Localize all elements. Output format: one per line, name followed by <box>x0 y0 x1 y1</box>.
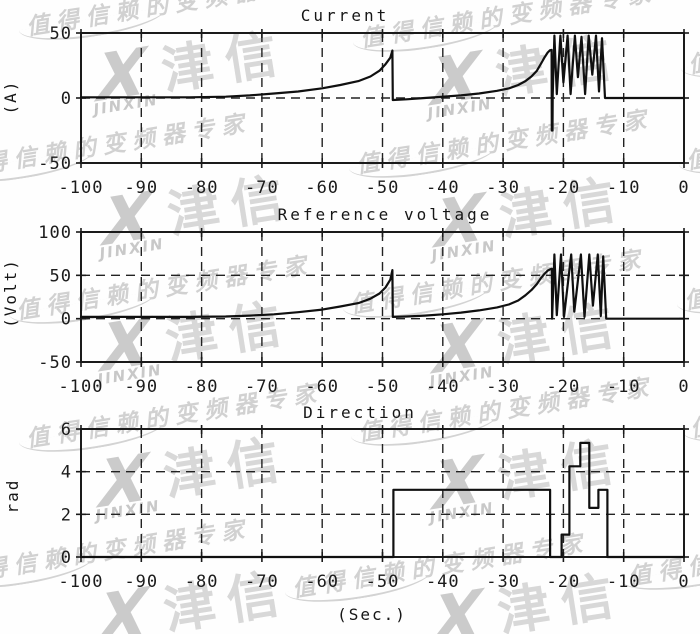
x-tick-label: -10 <box>607 572 641 592</box>
x-tick-label: -80 <box>185 377 219 397</box>
x-tick-label: -70 <box>245 377 279 397</box>
x-tick-label: 0 <box>678 377 689 397</box>
plot-current-title: Current <box>301 6 389 25</box>
x-tick-label: -100 <box>59 572 104 592</box>
x-tick-label: -80 <box>185 572 219 592</box>
x-tick-label: -30 <box>486 377 520 397</box>
plot-voltage-ylabel: (Volt) <box>1 258 20 328</box>
y-tick-label: -50 <box>38 353 72 373</box>
plot-voltage-title: Reference voltage <box>278 205 493 224</box>
x-tick-label: -20 <box>547 178 581 198</box>
generated-plot-elements: -100 -90 -80 -70 -60 -50 -40 -30 -20 -10 0500-50-1… <box>38 24 689 592</box>
x-tick-label: -50 <box>366 377 400 397</box>
plot-current-ylabel: (A) <box>1 80 20 115</box>
x-tick-label: -60 <box>305 572 339 592</box>
x-tick-label: -40 <box>426 377 460 397</box>
x-axis-unit-label: (Sec.) <box>337 605 407 624</box>
x-tick-label: -70 <box>245 572 279 592</box>
plot-direction-title: Direction <box>303 403 417 422</box>
x-tick-label: -20 <box>547 377 581 397</box>
x-tick-label: -30 <box>486 572 520 592</box>
x-tick-label: -10 <box>607 377 641 397</box>
y-tick-label: 2 <box>61 505 72 525</box>
y-tick-label: 0 <box>61 548 72 568</box>
y-tick-label: 50 <box>50 266 72 286</box>
x-tick-label: -20 <box>547 572 581 592</box>
y-tick-label: 0 <box>61 310 72 330</box>
plot-direction-ylabel: rad <box>3 479 22 514</box>
y-tick-label: 100 <box>38 223 72 243</box>
x-tick-label: -100 <box>59 377 104 397</box>
y-tick-label: 4 <box>61 463 72 483</box>
x-tick-label: -50 <box>366 178 400 198</box>
x-tick-label: -70 <box>245 178 279 198</box>
x-tick-label: -40 <box>426 572 460 592</box>
x-tick-label: -60 <box>305 377 339 397</box>
x-tick-label: -80 <box>185 178 219 198</box>
y-tick-label: 0 <box>61 89 72 109</box>
x-tick-label: -60 <box>305 178 339 198</box>
x-tick-label: -100 <box>59 178 104 198</box>
y-tick-label: 50 <box>50 24 72 44</box>
current-trace <box>79 34 686 132</box>
x-tick-label: -50 <box>366 572 400 592</box>
reference-voltage-trace <box>79 253 686 320</box>
x-tick-label: -90 <box>124 178 158 198</box>
x-tick-label: -10 <box>607 178 641 198</box>
y-tick-label: -50 <box>38 154 72 174</box>
x-tick-label: -90 <box>124 572 158 592</box>
x-tick-label: 0 <box>678 178 689 198</box>
x-tick-label: -90 <box>124 377 158 397</box>
y-tick-label: 6 <box>61 420 72 440</box>
x-tick-label: -30 <box>486 178 520 198</box>
direction-trace <box>79 441 686 559</box>
x-tick-label: -40 <box>426 178 460 198</box>
x-tick-label: 0 <box>678 572 689 592</box>
